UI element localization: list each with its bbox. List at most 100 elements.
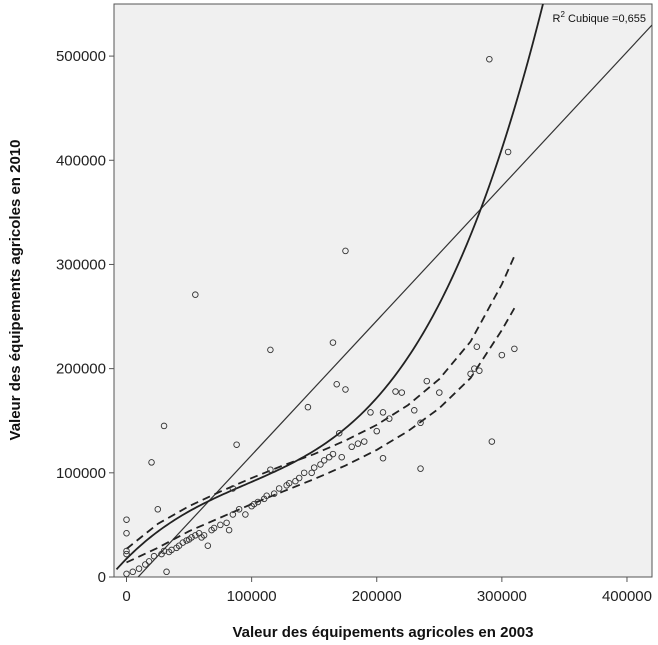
- data-point: [486, 55, 493, 63]
- data-point: [270, 490, 278, 497]
- r-squared-value: Cubique =0,655: [565, 13, 646, 25]
- data-point: [392, 388, 399, 395]
- data-point: [367, 409, 374, 416]
- axes: 0 100000 200000 300000 400000 0 100000 200000 30…: [56, 48, 652, 605]
- data-point: [233, 441, 240, 448]
- y-tick-label: 400000: [56, 152, 106, 169]
- data-point: [200, 532, 208, 539]
- x-tick-label: 100000: [227, 588, 277, 605]
- linear-fit-line: [137, 24, 652, 577]
- data-point: [135, 565, 143, 572]
- confidence-band-lower: [126, 307, 516, 564]
- data-point: [123, 570, 130, 578]
- data-points: [123, 55, 518, 578]
- data-point: [320, 457, 328, 464]
- data-point: [310, 464, 318, 471]
- data-point: [192, 532, 199, 539]
- data-point: [123, 516, 130, 523]
- data-point: [398, 389, 406, 396]
- data-point: [436, 389, 443, 396]
- data-point: [123, 529, 130, 537]
- data-point: [223, 519, 230, 527]
- data-point: [504, 148, 512, 156]
- data-point: [229, 485, 237, 492]
- data-point: [300, 469, 308, 477]
- data-point: [386, 415, 393, 422]
- data-point: [235, 506, 243, 513]
- data-point: [263, 492, 270, 499]
- data-point: [348, 443, 355, 451]
- x-tick-label: 200000: [352, 588, 402, 605]
- data-point: [154, 506, 162, 513]
- data-point: [192, 291, 199, 298]
- data-point: [325, 453, 333, 461]
- data-point: [304, 403, 312, 411]
- data-point: [329, 450, 337, 458]
- data-point: [275, 485, 283, 492]
- x-axis-title: Valeur des équipements agricoles en 2003: [233, 624, 534, 641]
- y-tick-label: 300000: [56, 256, 106, 273]
- data-point: [267, 346, 274, 354]
- data-point: [225, 526, 233, 534]
- data-point: [179, 539, 187, 546]
- data-point: [360, 438, 368, 445]
- data-point: [379, 409, 387, 416]
- fit-lines: [115, 4, 652, 577]
- r-squared-superscript: 2: [561, 10, 566, 19]
- data-point: [423, 377, 431, 385]
- x-tick-label: 0: [122, 588, 130, 605]
- r-squared-annotation: R2 Cubique =0,655: [553, 10, 646, 25]
- data-point: [145, 558, 153, 565]
- data-point: [160, 422, 168, 430]
- data-point: [354, 440, 362, 447]
- y-tick-label: 500000: [56, 48, 106, 65]
- data-point: [342, 386, 349, 393]
- confidence-band-upper: [125, 255, 516, 550]
- data-point: [317, 461, 324, 468]
- y-tick-label: 0: [98, 569, 106, 586]
- data-point: [150, 552, 158, 560]
- data-point: [210, 524, 218, 532]
- cubic-fit-line: [115, 4, 544, 570]
- data-point: [488, 438, 496, 445]
- data-point: [123, 550, 130, 558]
- x-tick-label: 400000: [602, 588, 652, 605]
- data-point: [373, 427, 380, 435]
- data-point: [123, 547, 130, 555]
- data-point: [148, 459, 155, 466]
- data-point: [411, 407, 418, 414]
- data-point: [379, 454, 387, 462]
- data-point: [204, 542, 212, 549]
- x-tick-label: 300000: [477, 588, 527, 605]
- y-axis-title: Valeur des équipements agricoles en 2010: [7, 140, 24, 441]
- data-point: [267, 466, 274, 473]
- data-point: [333, 381, 340, 388]
- data-point: [308, 469, 315, 477]
- data-point: [476, 367, 483, 374]
- data-point: [175, 542, 183, 549]
- data-point: [467, 370, 474, 378]
- data-point: [250, 500, 258, 508]
- plot-area-background: [113, 3, 653, 578]
- data-point: [329, 339, 337, 346]
- y-tick-label: 200000: [56, 361, 106, 378]
- data-point: [511, 345, 518, 353]
- data-point: [498, 351, 506, 359]
- data-point: [338, 453, 345, 461]
- data-point: [129, 568, 137, 576]
- data-point: [292, 477, 299, 485]
- data-point: [217, 521, 224, 529]
- data-point: [417, 465, 424, 472]
- data-point: [417, 419, 424, 427]
- data-point: [242, 511, 249, 518]
- data-point: [229, 511, 237, 518]
- r-squared-symbol: R: [553, 13, 561, 25]
- data-point: [295, 474, 303, 482]
- data-point: [285, 479, 293, 487]
- data-point: [473, 343, 481, 351]
- data-point: [188, 534, 195, 541]
- data-point: [163, 568, 170, 576]
- data-point: [254, 498, 262, 506]
